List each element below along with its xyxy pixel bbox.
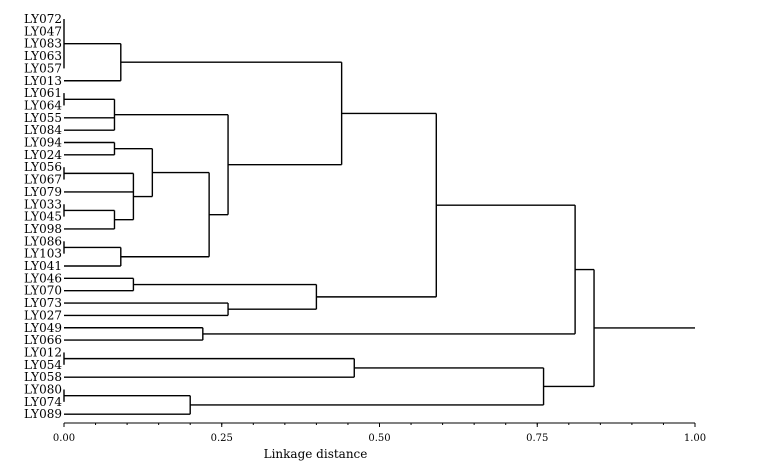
leaf-label: LY064 [24, 98, 62, 112]
leaf-label: LY012 [24, 345, 62, 359]
leaf-label: LY070 [24, 284, 62, 298]
leaf-label: LY047 [24, 24, 62, 38]
leaf-label: LY045 [24, 210, 62, 224]
leaf-label: LY046 [24, 271, 62, 285]
leaf-label: LY027 [24, 308, 62, 322]
leaf-labels: LY072LY047LY083LY063LY057LY013LY061LY064… [24, 12, 62, 421]
leaf-label: LY080 [24, 383, 62, 397]
leaf-label: LY049 [24, 321, 62, 335]
x-axis-tick-label: 0.25 [211, 433, 233, 444]
x-axis: 0.00 0.25 0.50 0.75 1.00 Linkage distance [53, 422, 706, 461]
leaf-label: LY061 [24, 86, 62, 100]
leaf-label: LY083 [24, 37, 62, 51]
leaf-label: LY024 [24, 148, 62, 162]
leaf-label: LY094 [24, 136, 62, 150]
x-axis-ticks: 0.00 0.25 0.50 0.75 1.00 [53, 423, 706, 444]
leaf-label: LY054 [24, 358, 62, 372]
leaf-label: LY098 [24, 222, 62, 236]
leaf-label: LY074 [24, 395, 62, 409]
leaf-label: LY067 [24, 173, 62, 187]
leaf-label: LY103 [24, 247, 62, 261]
leaf-label: LY079 [24, 185, 62, 199]
leaf-label: LY041 [24, 259, 62, 273]
leaf-label: LY058 [24, 370, 62, 384]
leaf-label: LY084 [24, 123, 62, 137]
dendrogram-branches [63, 19, 695, 415]
leaf-label: LY072 [24, 12, 62, 26]
leaf-label: LY063 [24, 49, 62, 63]
leaf-label: LY066 [24, 333, 62, 347]
leaf-label: LY056 [24, 160, 62, 174]
leaf-label: LY086 [24, 234, 62, 248]
x-axis-tick-label: 1.00 [684, 433, 706, 444]
leaf-label: LY057 [24, 61, 62, 75]
x-axis-tick-label: 0.50 [368, 433, 390, 444]
x-axis-title: Linkage distance [264, 447, 368, 461]
leaf-label: LY013 [24, 74, 62, 88]
leaf-label: LY073 [24, 296, 62, 310]
leaf-label: LY055 [24, 111, 62, 125]
x-axis-tick-label: 0.00 [53, 433, 75, 444]
leaf-label: LY033 [24, 197, 62, 211]
leaf-label: LY089 [24, 407, 62, 421]
x-axis-tick-label: 0.75 [526, 433, 548, 444]
